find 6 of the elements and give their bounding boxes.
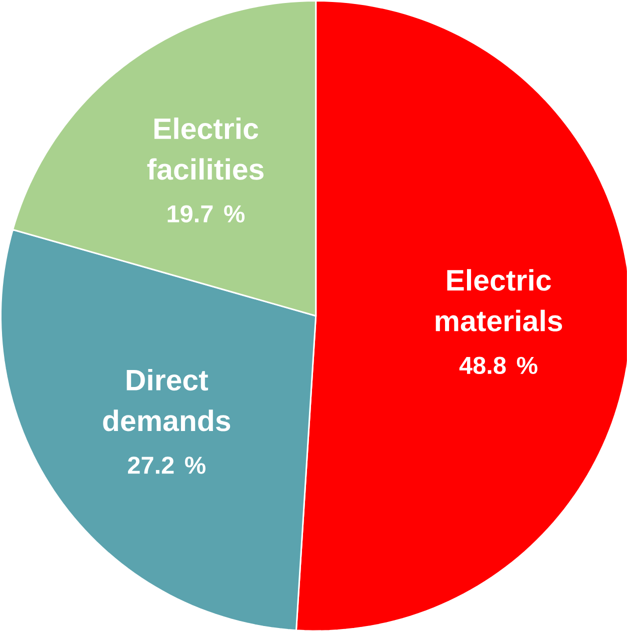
data-label: 27.2 % (128, 456, 206, 474)
slice-label: Electric materials (436, 269, 562, 332)
data-label: 48.8 % (459, 356, 538, 374)
data-label: 19.7 % (168, 205, 245, 222)
slice-label: Direct demands (103, 368, 230, 432)
slice-label: Electric facilities (147, 118, 264, 180)
